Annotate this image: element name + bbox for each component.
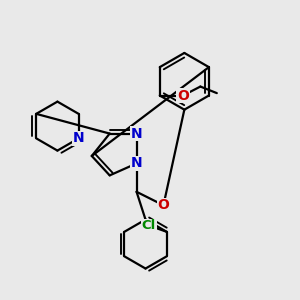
Text: N: N bbox=[73, 131, 84, 146]
Text: O: O bbox=[158, 198, 169, 212]
Text: O: O bbox=[177, 88, 189, 103]
Text: N: N bbox=[131, 127, 142, 141]
Text: N: N bbox=[131, 156, 142, 170]
Text: Cl: Cl bbox=[142, 219, 156, 232]
